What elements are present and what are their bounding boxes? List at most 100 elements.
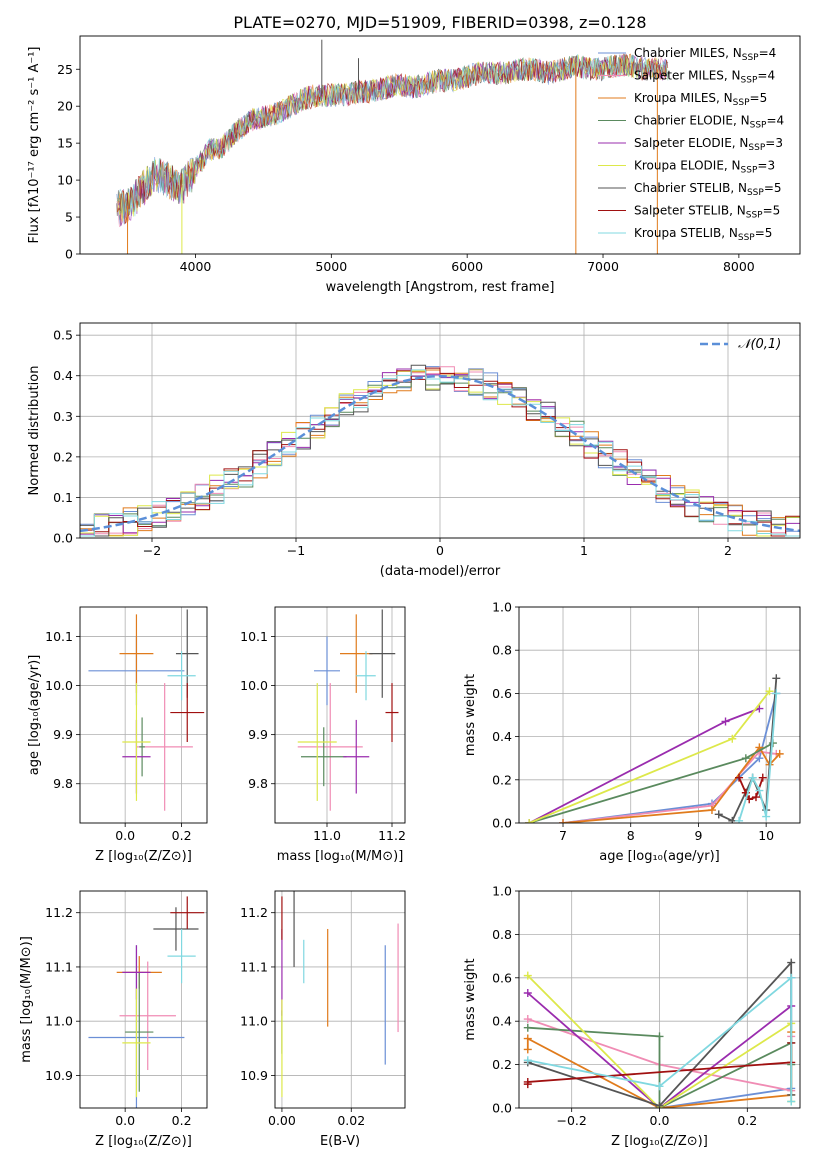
plot-area	[116, 39, 669, 254]
errorbar-point	[153, 907, 199, 951]
weight-marker	[523, 971, 532, 980]
errorbar-point	[139, 717, 145, 777]
y-tick-label: 0.4	[492, 1014, 512, 1029]
x-tick-label: 8	[627, 828, 635, 843]
y-tick-label: 0.8	[492, 643, 512, 658]
y-axis-label: age [log₁₀(age/yr)]	[27, 655, 42, 776]
weight-marker	[523, 1045, 532, 1054]
errorbar-point	[297, 683, 363, 811]
plot-area	[88, 896, 205, 1108]
weight-line	[659, 977, 793, 1108]
plot-area	[525, 674, 784, 823]
x-tick-label: 6000	[451, 259, 483, 274]
y-tick-label: 0.4	[53, 368, 73, 383]
weight-marker	[525, 819, 534, 823]
x-axis-label: Z [log₁₀(Z/Z⊙)]	[611, 1134, 708, 1149]
y-tick-label: 10.1	[240, 629, 268, 644]
axes-frame	[518, 606, 801, 824]
y-tick-label: 0	[65, 247, 73, 262]
x-tick-label: 0.00	[268, 1113, 296, 1128]
y-tick-label: 5	[65, 210, 73, 225]
legend-entry: Kroupa STELIB, NSSP=5	[634, 226, 772, 243]
panel-mass_vs_Z: 0.0 0.2 10.9 11.0 11.1 11.2 Z [log₁₀(Z/Z⊙)] mas…	[19, 890, 208, 1149]
errorbar-point	[119, 614, 154, 693]
y-tick-label: 0.5	[53, 328, 73, 343]
x-tick-label: 0.2	[737, 1113, 757, 1128]
weight-marker	[758, 773, 767, 782]
y-tick-label: 10	[57, 173, 73, 188]
y-tick-label: 10.9	[240, 1068, 268, 1083]
axes-frame	[79, 890, 208, 1109]
y-tick-label: 1.0	[492, 600, 512, 615]
y-tick-label: 0.8	[492, 927, 512, 942]
legend-entry: Kroupa ELODIE, NSSP=3	[634, 159, 775, 176]
y-axis-label: Flux [fλ10⁻¹⁷ erg cm⁻² s⁻¹ A⁻¹]	[27, 47, 42, 244]
weight-marker	[655, 1082, 664, 1091]
legend-entry: Salpeter ELODIE, NSSP=3	[634, 136, 783, 153]
errorbar-point	[170, 683, 205, 742]
errorbar-point	[167, 651, 196, 701]
weight-line	[528, 690, 771, 823]
axes-frame	[79, 322, 801, 539]
y-axis-label: Normed distribution	[27, 366, 42, 496]
weight-marker	[772, 674, 781, 683]
weight-marker	[787, 958, 796, 967]
axes-frame	[274, 890, 406, 1109]
x-tick-label: 9	[694, 828, 702, 843]
legend: 𝒩(0,1)	[700, 337, 781, 352]
panel-residuals: −2 −1 0 1 2 0.0 0.1 0.2 0.3 0.4 0.5 (data-model)/er…	[27, 322, 801, 579]
weight-marker	[523, 1023, 532, 1032]
plot-area	[281, 891, 399, 1098]
errorbar-point	[170, 896, 205, 929]
errorbar-point	[385, 683, 399, 742]
x-tick-label: 0.0	[115, 828, 135, 843]
x-tick-label: 0.0	[115, 1113, 135, 1128]
figure-title: PLATE=0270, MJD=51909, FIBERID=0398, z=0…	[233, 13, 646, 32]
x-tick-label: 8000	[723, 259, 755, 274]
y-tick-label: 10.1	[45, 629, 73, 644]
x-tick-label: 0	[436, 543, 444, 558]
x-tick-label: 2	[724, 543, 732, 558]
weight-marker	[765, 687, 774, 696]
x-tick-label: 10	[758, 828, 774, 843]
y-tick-label: 0.2	[53, 449, 73, 464]
y-axis-label: mass [log₁₀(M/M⊙)]	[19, 936, 34, 1063]
weight-marker	[772, 689, 781, 698]
x-tick-label: 5000	[315, 259, 347, 274]
y-axis-label: mass weight	[463, 958, 478, 1040]
errorbar-point	[343, 719, 370, 794]
legend: Chabrier MILES, NSSP=4 Salpeter MILES, NS…	[598, 46, 784, 243]
errorbar-point	[301, 727, 347, 787]
errorbar-point	[122, 683, 151, 801]
weight-marker	[751, 793, 760, 802]
weight-marker	[728, 734, 737, 743]
y-tick-label: 11.2	[240, 905, 268, 920]
x-tick-label: 11.2	[378, 828, 406, 843]
weight-marker	[748, 773, 757, 782]
y-tick-label: 0.0	[53, 531, 73, 546]
x-axis-label: wavelength [Angstrom, rest frame]	[326, 280, 555, 295]
weight-marker	[523, 988, 532, 997]
x-tick-label: 4000	[180, 259, 212, 274]
x-axis-label: Z [log₁₀(Z/Z⊙)]	[95, 1134, 192, 1149]
axes-frame	[79, 35, 801, 255]
weight-marker	[787, 1097, 796, 1106]
x-tick-label: 11.0	[313, 828, 341, 843]
residual-histogram	[80, 369, 800, 537]
weight-marker	[728, 816, 737, 823]
plot-area	[80, 364, 800, 537]
y-tick-label: 1.0	[492, 884, 512, 899]
panel-age_vs_Z: 0.0 0.2 9.8 9.9 10.0 10.1 Z [log₁₀(Z/Z⊙)] age […	[27, 606, 208, 864]
y-tick-label: 9.8	[53, 776, 73, 791]
y-tick-label: 0.2	[492, 1057, 512, 1072]
panel-spectrum: 4000 5000 6000 7000 8000 0 5 10 15 20 25 wavelength…	[27, 35, 801, 295]
spectrum-line	[116, 54, 669, 221]
errorbar-point	[356, 651, 376, 701]
y-tick-label: 0.1	[53, 490, 73, 505]
errorbar-point	[136, 683, 193, 811]
plot-area	[297, 609, 399, 811]
y-tick-label: 0.2	[492, 772, 512, 787]
y-tick-label: 0.0	[492, 816, 512, 831]
legend-entry: Chabrier STELIB, NSSP=5	[634, 181, 782, 198]
plot-area	[88, 609, 205, 811]
